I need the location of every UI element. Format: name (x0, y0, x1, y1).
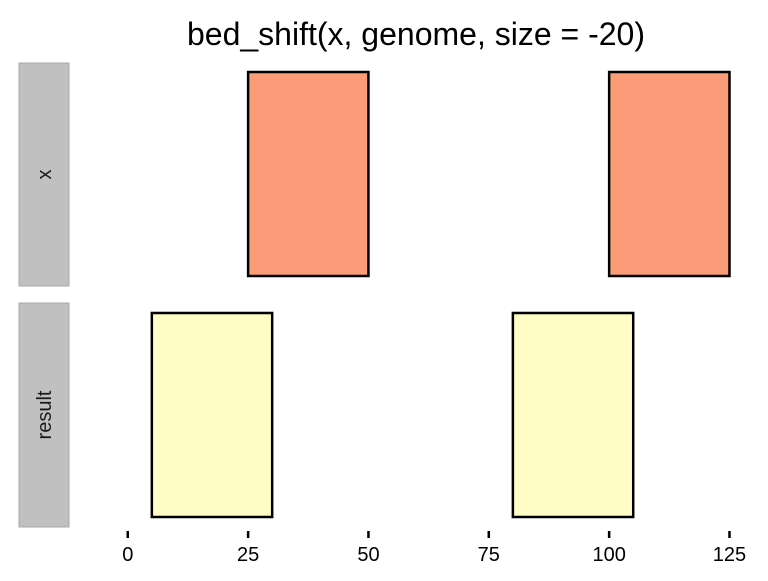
panels-layer: x result (18, 62, 731, 528)
interval-bar-result-1 (150, 311, 274, 519)
panel-result: result (18, 302, 635, 528)
x-tick-label-100: 100 (592, 544, 625, 566)
interval-bar-result-2 (511, 311, 635, 519)
panel-strip-result (18, 302, 70, 528)
interval-bar-x-1 (246, 70, 370, 278)
panel-x: x (18, 62, 731, 287)
panel-strip-x (18, 62, 70, 287)
x-tick-label-50: 50 (357, 544, 379, 566)
panel-label-result: result (34, 390, 56, 439)
x-tick-label-0: 0 (122, 544, 133, 566)
x-tick-label-25: 25 (237, 544, 259, 566)
chart-title: bed_shift(x, genome, size = -20) (187, 16, 645, 52)
x-tick-label-75: 75 (478, 544, 500, 566)
panel-label-x: x (34, 170, 56, 180)
x-axis: 0 25 50 75 100 125 (122, 531, 746, 566)
interval-bar-x-2 (607, 70, 731, 278)
x-tick-label-125: 125 (713, 544, 746, 566)
